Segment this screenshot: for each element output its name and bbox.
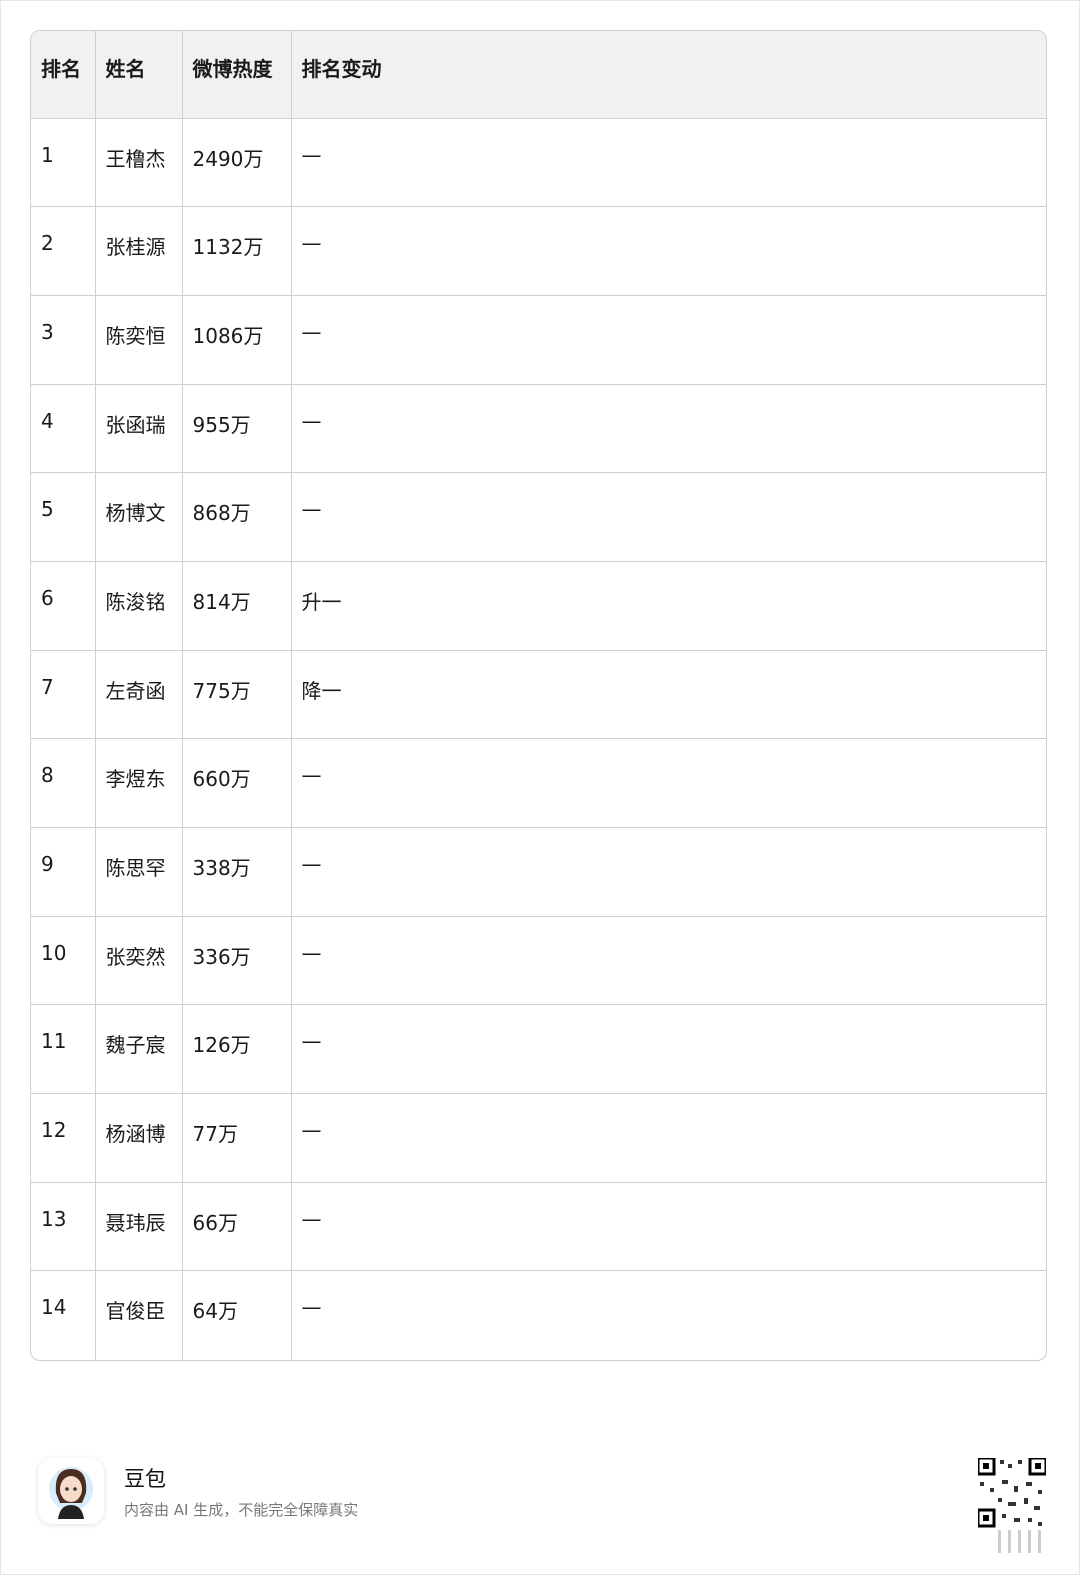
cell-heat: 775万	[182, 650, 292, 740]
cell-rank: 1	[31, 118, 96, 208]
cell-name: 李煜东	[95, 738, 183, 828]
table-row: 4 张函瑞 955万 —	[31, 384, 1046, 474]
cell-change: —	[291, 295, 1046, 385]
cell-change: —	[291, 384, 1046, 474]
cell-name: 魏子宸	[95, 1004, 183, 1095]
brand-name: 豆包	[124, 1466, 166, 1491]
cell-change: —	[291, 118, 1046, 208]
table-row: 10 张奕然 336万 —	[31, 916, 1046, 1006]
table-row: 1 王橹杰 2490万 —	[31, 118, 1046, 208]
cell-heat: 338万	[182, 827, 292, 917]
header-name: 姓名	[95, 31, 183, 119]
cell-rank: 5	[31, 472, 96, 562]
cell-name: 陈浚铭	[95, 561, 183, 651]
cell-change: —	[291, 1004, 1046, 1095]
cell-heat: 814万	[182, 561, 292, 651]
table-header-row: 排名 姓名 微博热度 排名变动	[31, 31, 1046, 119]
cell-heat: 1132万	[182, 206, 292, 296]
table-row: 2 张桂源 1132万 —	[31, 206, 1046, 296]
cell-name: 陈思罕	[95, 827, 183, 917]
cell-heat: 66万	[182, 1182, 292, 1272]
cell-heat: 64万	[182, 1270, 292, 1360]
cell-rank: 11	[31, 1004, 96, 1095]
table-row: 13 聂玮辰 66万 —	[31, 1182, 1046, 1272]
cell-heat: 126万	[182, 1004, 292, 1095]
cell-heat: 955万	[182, 384, 292, 474]
table-row: 11 魏子宸 126万 —	[31, 1004, 1046, 1095]
cell-change: —	[291, 1182, 1046, 1272]
cell-rank: 12	[31, 1093, 96, 1183]
cell-change: —	[301, 1295, 322, 1320]
cell-change: —	[291, 206, 1046, 296]
cell-rank: 6	[31, 561, 96, 651]
ranking-table: 排名 姓名 微博热度 排名变动 1 王橹杰 2490万 —2 张桂源 1132万 —3 陈奕恒…	[30, 30, 1047, 1361]
cell-name: 杨涵博	[95, 1093, 183, 1183]
cell-name: 陈奕恒	[95, 295, 183, 385]
header-rank: 排名	[31, 31, 96, 119]
cell-heat: 868万	[182, 472, 292, 562]
cell-heat: 2490万	[182, 118, 292, 208]
cell-name: 聂玮辰	[95, 1182, 183, 1272]
cell-name: 张函瑞	[95, 384, 183, 474]
cell-rank: 4	[31, 384, 96, 474]
footer: 豆包 内容由 AI 生成，不能完全保障真实	[38, 1458, 358, 1524]
table-row: 3 陈奕恒 1086万 —	[31, 295, 1046, 385]
cell-rank: 8	[31, 738, 96, 828]
cell-rank: 9	[31, 827, 96, 917]
cell-rank: 3	[31, 295, 96, 385]
cell-change: —	[291, 738, 1046, 828]
cell-change: 降一	[291, 650, 1046, 740]
qr-code-icon	[976, 1456, 1048, 1553]
cell-rank: 13	[31, 1182, 96, 1272]
cell-name: 官俊臣	[95, 1270, 183, 1360]
table-row: 5 杨博文 868万 —	[31, 472, 1046, 562]
cell-heat: 1086万	[182, 295, 292, 385]
cell-name: 王橹杰	[95, 118, 183, 208]
cell-change: —	[291, 827, 1046, 917]
header-heat: 微博热度	[182, 31, 292, 119]
avatar-girl-icon	[38, 1458, 104, 1524]
table-row: 7 左奇函 775万 降一	[31, 650, 1046, 740]
cell-heat: 336万	[182, 916, 292, 1006]
cell-change: —	[291, 472, 1046, 562]
table-row: 12 杨涵博 77万 —	[31, 1093, 1046, 1183]
header-change: 排名变动	[291, 31, 1046, 119]
cell-heat: 660万	[182, 738, 292, 828]
cell-name: 杨博文	[95, 472, 183, 562]
table-row: 8 李煜东 660万 —	[31, 738, 1046, 828]
cell-rank: 7	[31, 650, 96, 740]
cell-name: 张桂源	[95, 206, 183, 296]
cell-rank: 10	[31, 916, 96, 1006]
cell-heat: 77万	[182, 1093, 292, 1183]
cell-change: 升一	[291, 561, 1046, 651]
cell-rank: 14	[31, 1270, 96, 1360]
ai-disclaimer: 内容由 AI 生成，不能完全保障真实	[124, 1500, 359, 1519]
cell-rank: 2	[31, 206, 96, 296]
cell-change: —	[291, 1093, 1046, 1183]
cell-name: 张奕然	[95, 916, 183, 1006]
cell-name: 左奇函	[95, 650, 183, 740]
cell-change: —	[291, 916, 1046, 1006]
table-row: 6 陈浚铭 814万 升一	[31, 561, 1046, 651]
table-row: 9 陈思罕 338万 —	[31, 827, 1046, 917]
table-row: 14 官俊臣 64万 —	[31, 1270, 1046, 1360]
